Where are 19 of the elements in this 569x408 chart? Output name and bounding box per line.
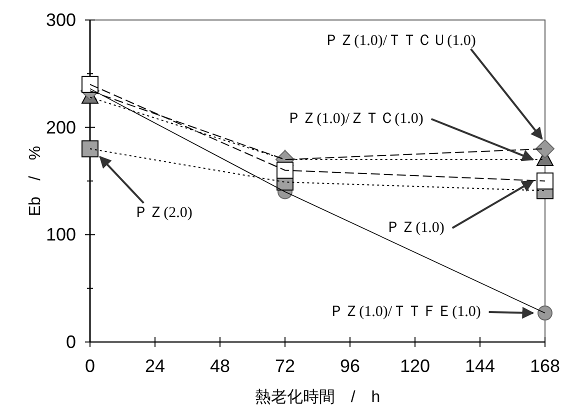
x-tick-label: 48: [210, 356, 230, 376]
y-tick-label: 0: [66, 332, 76, 352]
y-axis-title: Eb / %: [27, 146, 44, 216]
x-tick-label: 168: [530, 356, 560, 376]
y-tick-label: 300: [46, 10, 76, 30]
x-axis-title: 熱老化時間 / h: [254, 388, 380, 406]
x-tick-label: 120: [400, 356, 430, 376]
text: ＰＺ(1.0)/ＴＴＣＵ(1.0): [324, 33, 476, 49]
x-tick-label: 96: [340, 356, 360, 376]
text: ＰＺ(2.0): [134, 205, 192, 221]
text: ＰＺ(1.0): [386, 220, 444, 236]
series-label: ＰＺ(1.0)/ＴＴＦＥ(1.0): [329, 304, 481, 320]
x-tick-label: 72: [274, 356, 296, 376]
y-tick-label: 100: [46, 224, 76, 245]
y-tick-label: 200: [46, 117, 76, 138]
series-label: ＰＺ(1.0)/ＺＴＣ(1.0): [286, 111, 424, 127]
x-tick-label: 24: [144, 356, 166, 376]
x-tick-label: 0: [84, 356, 96, 376]
x-tick-label: 144: [464, 356, 496, 376]
